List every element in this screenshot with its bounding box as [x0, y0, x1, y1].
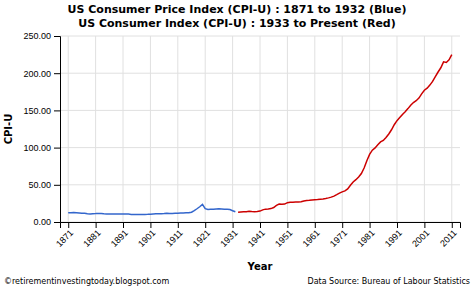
subtitle: US Consumer Index (CPI-U) : 1933 to Pres…	[78, 17, 396, 30]
tick: 0.00	[33, 217, 60, 227]
tick: 1871	[54, 222, 75, 249]
tick-mark	[54, 148, 60, 149]
tick-mark	[96, 222, 97, 228]
grid-line	[150, 36, 151, 222]
tick: 50.00	[28, 180, 60, 190]
tick-label: 1901	[136, 228, 157, 249]
tick-label: 1881	[81, 228, 102, 249]
tick-label: 250.00	[23, 31, 51, 41]
tick: 1971	[328, 222, 349, 249]
tick-label: 2001	[410, 228, 431, 249]
tick-mark	[370, 222, 371, 228]
tick-mark	[452, 222, 453, 228]
grid-line	[95, 36, 96, 222]
tick-label: 1891	[109, 228, 130, 249]
grid	[60, 36, 460, 222]
grid-line	[314, 36, 315, 222]
chart: 1871 1881 1891 1901 1911 1921 1931 1941 1951 1961…	[0, 0, 474, 288]
annotation: ©retirementinvestingtoday.blogspot.com	[4, 277, 170, 286]
tick: 1961	[301, 222, 322, 249]
tick-mark	[123, 222, 124, 228]
tick-label: 1941	[246, 228, 267, 249]
y-axis-title: CPI-U	[3, 114, 14, 145]
x-axis: 1871 1881 1891 1901 1911 1921 1931 1941 1951 1961…	[54, 222, 461, 249]
tick-mark	[260, 222, 261, 228]
tick: 1991	[383, 222, 404, 249]
grid-line	[287, 36, 288, 222]
grid-line	[205, 36, 206, 222]
tick-mark	[233, 222, 234, 228]
tick-label: 0.00	[33, 217, 51, 227]
grid-line	[123, 36, 124, 222]
tick-label: 1961	[301, 228, 322, 249]
tick-label: 50.00	[28, 180, 51, 190]
tick-mark	[178, 222, 179, 228]
tick-mark	[315, 222, 316, 228]
tick: 2011	[438, 222, 459, 249]
tick: 100.00	[23, 143, 60, 153]
tick-mark	[424, 222, 425, 228]
tick-label: 1991	[383, 228, 404, 249]
tick-label: 100.00	[23, 143, 51, 153]
tick-mark	[54, 222, 60, 223]
grid-line	[342, 36, 343, 222]
tick-mark	[397, 222, 398, 228]
tick: 200.00	[23, 69, 60, 79]
series-line	[68, 204, 235, 214]
tick-label: 2011	[438, 228, 459, 249]
tick-mark	[342, 222, 343, 228]
tick-mark	[287, 222, 288, 228]
tick: 1941	[246, 222, 267, 249]
grid-line	[369, 36, 370, 222]
y-axis: 0.00 50.00 100.00 150.00 200.00 250.00	[23, 31, 60, 227]
tick: 1921	[191, 222, 212, 249]
tick: 1881	[81, 222, 102, 249]
tick-label: 1921	[191, 228, 212, 249]
tick: 2001	[410, 222, 431, 249]
tick-mark	[150, 222, 151, 228]
tick-label: 1981	[355, 228, 376, 249]
tick: 1901	[136, 222, 157, 249]
tick-mark	[68, 222, 69, 228]
tick-mark	[54, 36, 60, 37]
tick: 1981	[355, 222, 376, 249]
tick-label: 1971	[328, 228, 349, 249]
tick-label: 1931	[218, 228, 239, 249]
grid-line	[260, 36, 261, 222]
tick: 250.00	[23, 31, 60, 41]
series-line	[238, 55, 452, 213]
grid-line	[396, 36, 397, 222]
tick: 1931	[218, 222, 239, 249]
axis-line	[54, 37, 61, 223]
grid-line	[451, 36, 452, 222]
grid-line	[424, 36, 425, 222]
annotation: Data Source: Bureau of Labour Statistics	[307, 277, 470, 286]
tick-label: 1911	[164, 228, 185, 249]
tick-mark	[54, 73, 60, 74]
tick-label: 200.00	[23, 69, 51, 79]
tick-mark	[54, 110, 60, 111]
lines	[68, 55, 452, 215]
tick: 1951	[273, 222, 294, 249]
tick-label: 1871	[54, 228, 75, 249]
tick-mark	[205, 222, 206, 228]
tick-label: 150.00	[23, 106, 51, 116]
x-axis-title: Year	[247, 261, 273, 272]
plot: 1871 1881 1891 1901 1911 1921 1931 1941 1951 1961…	[23, 31, 460, 249]
tick: 150.00	[23, 106, 60, 116]
tick-mark	[54, 185, 60, 186]
grid-line	[232, 36, 233, 222]
tick: 1891	[109, 222, 130, 249]
title: US Consumer Price Index (CPI-U) : 1871 t…	[68, 3, 407, 16]
tick: 1911	[164, 222, 185, 249]
axis-line	[61, 223, 461, 229]
tick-label: 1951	[273, 228, 294, 249]
grid-line	[177, 36, 178, 222]
grid-line	[68, 36, 69, 222]
